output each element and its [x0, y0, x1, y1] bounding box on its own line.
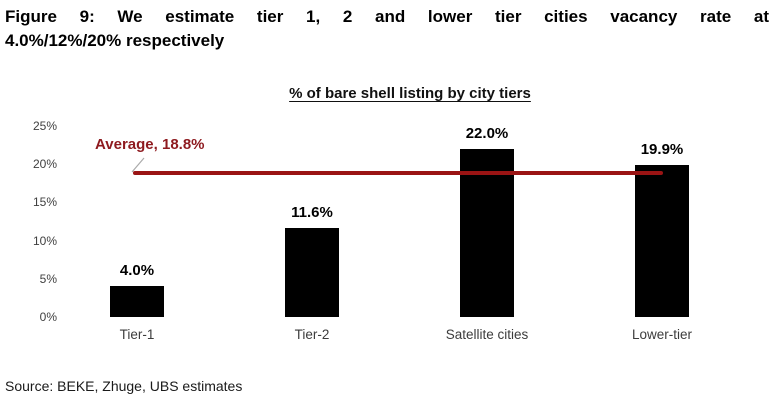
chart-title-text: % of bare shell listing by city tiers	[289, 85, 531, 102]
x-axis-label: Satellite cities	[445, 327, 529, 342]
x-axis-label: Tier-2	[294, 327, 330, 342]
chart-title: % of bare shell listing by city tiers	[60, 85, 760, 102]
x-axis-label: Lower-tier	[631, 327, 693, 342]
source-note: Source: BEKE, Zhuge, UBS estimates	[5, 378, 243, 394]
y-tick-label: 10%	[32, 233, 57, 248]
y-tick-label: 15%	[32, 195, 57, 210]
figure-title-line-2: 4.0%/12%/20% respectively	[5, 31, 225, 50]
y-tick-label: 20%	[32, 157, 57, 172]
bar-value-label: 22.0%	[465, 124, 509, 142]
bar-tier-2	[285, 228, 339, 317]
average-annotation: Average, 18.8%	[95, 136, 205, 153]
leader-line	[131, 157, 145, 173]
figure-title-line-1: Figure 9: We estimate tier 1, 2 and lowe…	[5, 7, 769, 26]
bar-lower-tier	[635, 164, 689, 317]
bar-value-label: 19.9%	[640, 140, 684, 158]
y-tick-label: 25%	[32, 119, 57, 133]
plot-area: Average, 18.8% 0% 5% 10% 15% 20% 25% 4.0% Tier-…	[0, 105, 774, 355]
bar-value-label: 4.0%	[119, 262, 155, 280]
average-line	[133, 171, 663, 176]
y-tick-label: 5%	[39, 271, 57, 286]
bar-value-label: 11.6%	[291, 204, 333, 222]
figure-title: Figure 9: We estimate tier 1, 2 and lowe…	[5, 5, 769, 53]
bar-tier-1	[110, 286, 164, 317]
y-tick-label: 0%	[39, 310, 57, 324]
x-axis-label: Tier-1	[119, 327, 155, 342]
bar-satellite-cities	[460, 148, 514, 317]
